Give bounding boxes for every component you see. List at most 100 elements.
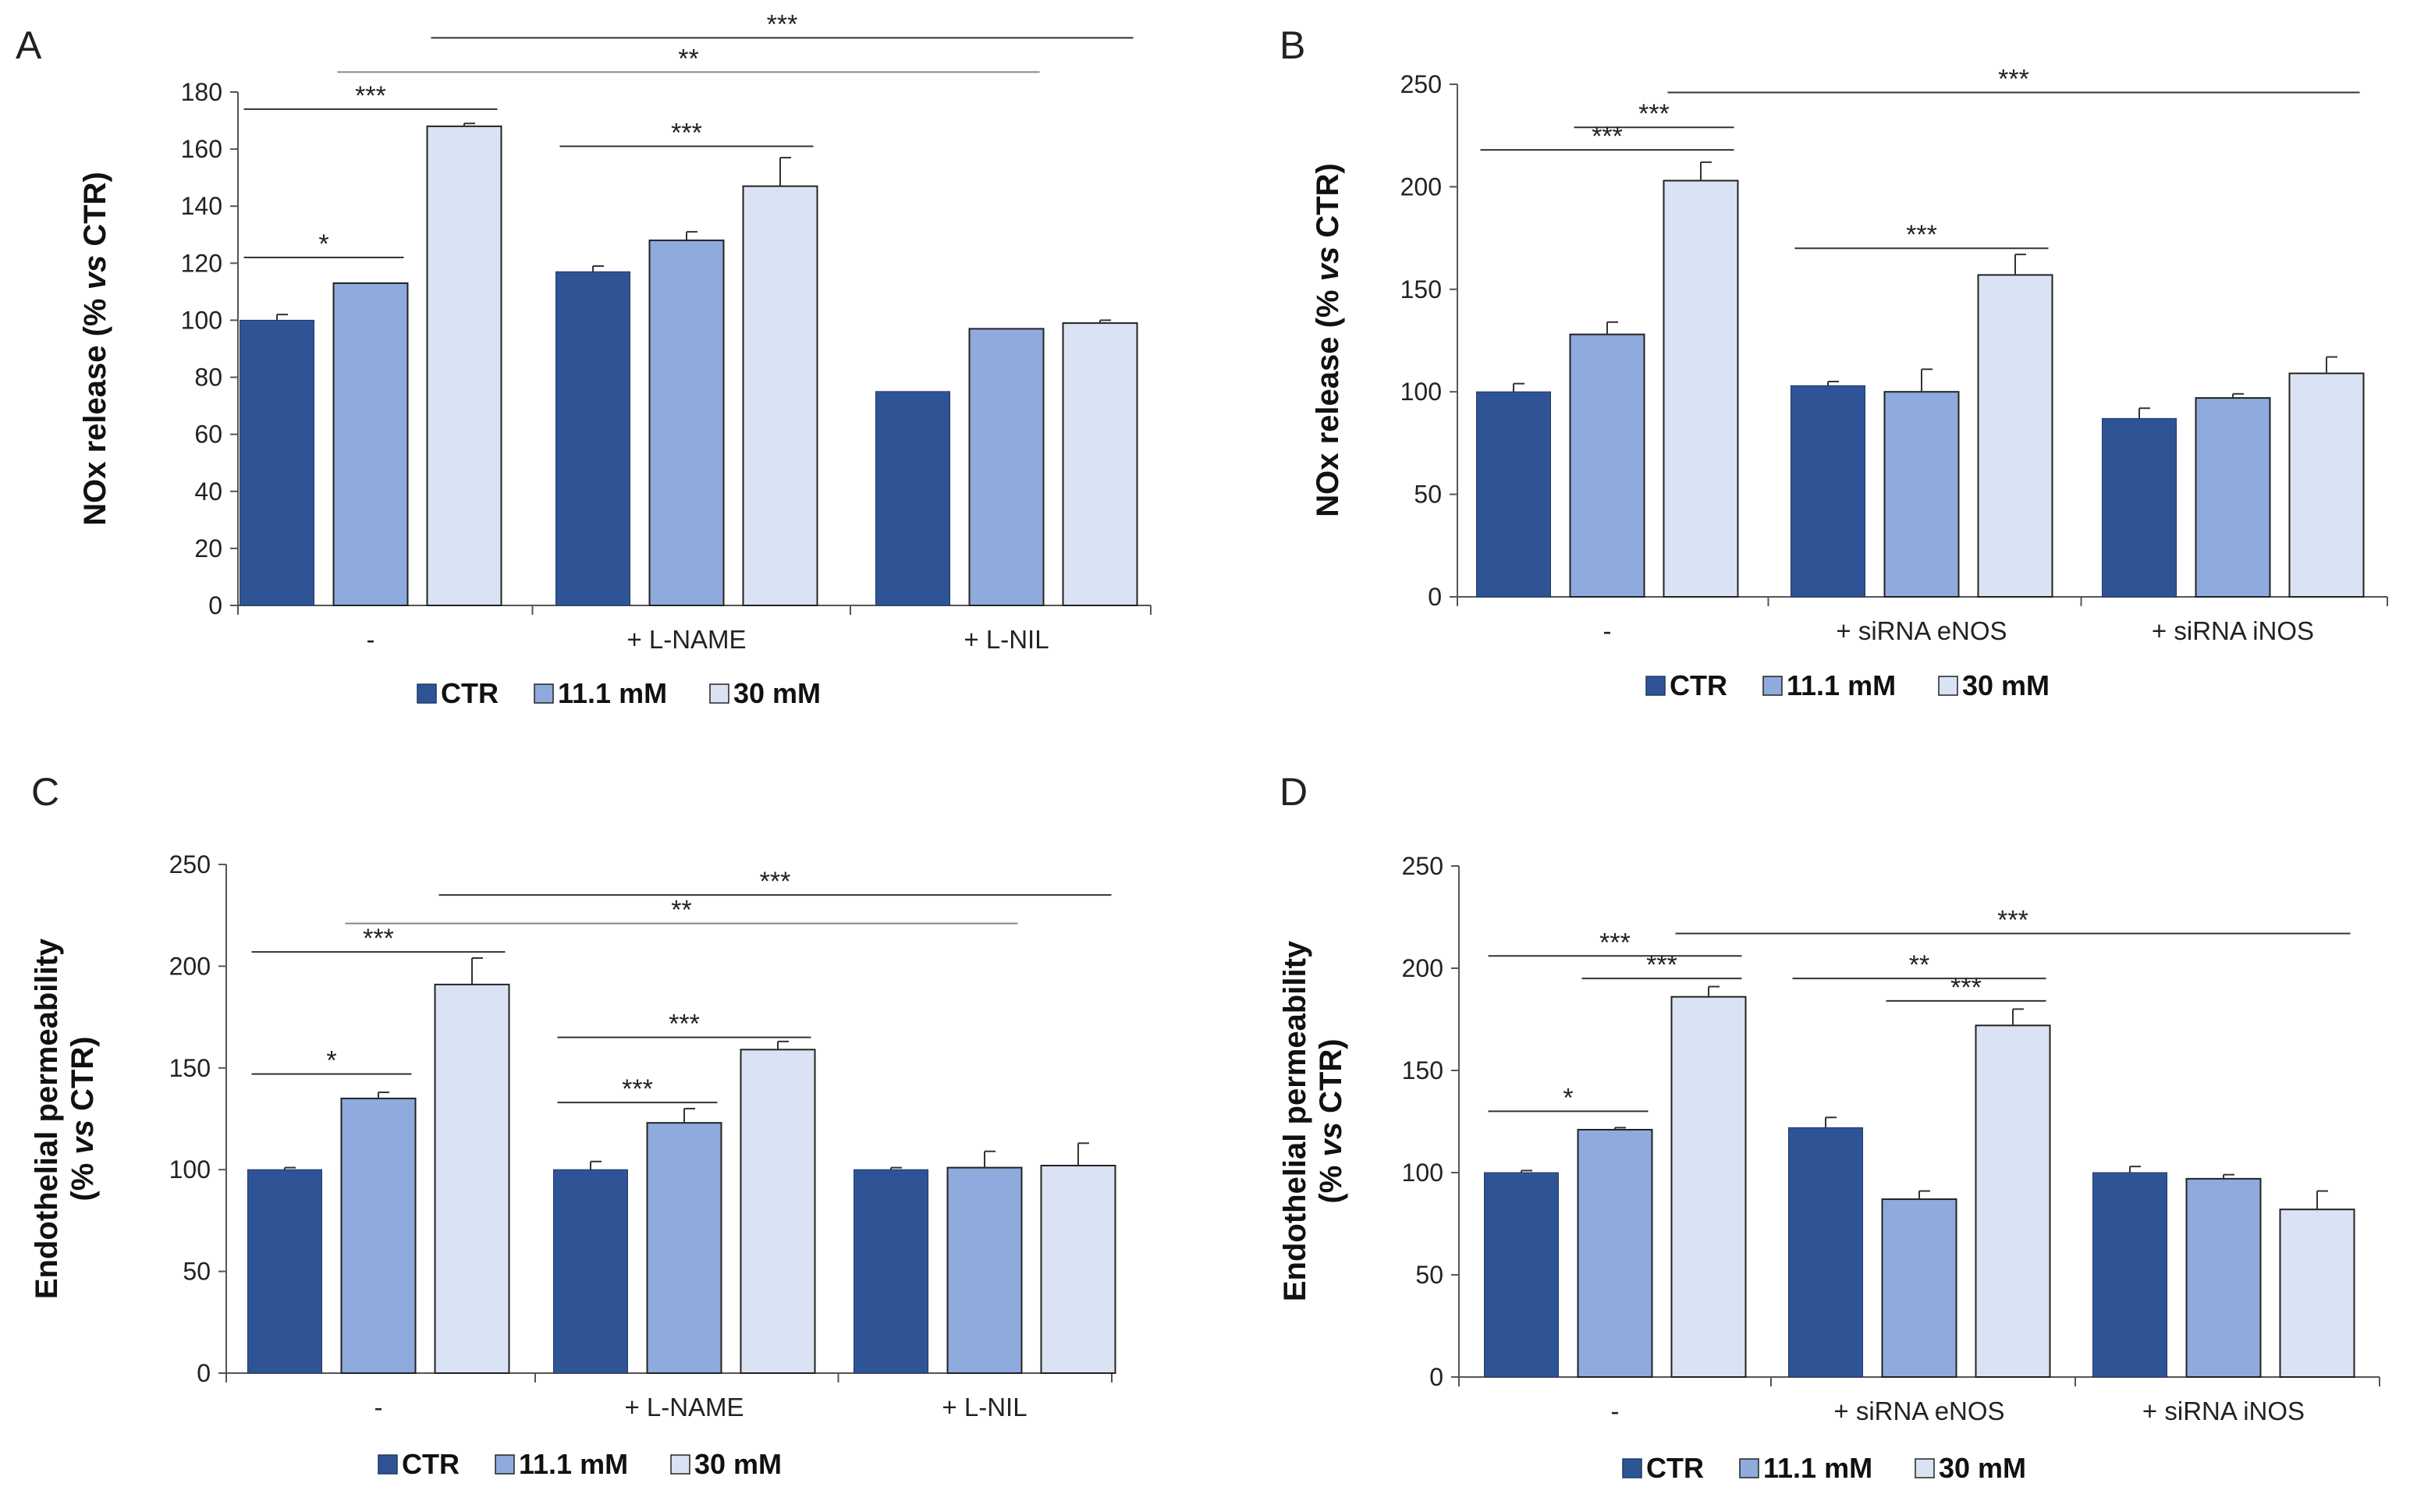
y-tick-label: 120 (181, 249, 222, 277)
bar-111mm (332, 282, 409, 606)
significance-label: *** (671, 118, 702, 147)
bar-30mm (2279, 1209, 2355, 1379)
significance-label: *** (1950, 973, 1982, 1003)
bar-30mm (1977, 274, 2053, 598)
significance-label: *** (1906, 220, 1937, 250)
significance-label: *** (622, 1074, 653, 1104)
panel-letter: B (1279, 23, 1305, 67)
y-axis-label-line1: Endothelial permeability (30, 938, 64, 1299)
y-axis-label: NOx release (% vs CTR) (78, 172, 112, 526)
significance-label: *** (767, 10, 798, 40)
y-tick-label: 200 (1402, 954, 1443, 982)
y-axis-label-part: CTR) (78, 172, 112, 255)
y-tick-label: 60 (194, 421, 222, 449)
bar-111mm (1577, 1128, 1653, 1378)
legend-swatch (1762, 676, 1783, 696)
x-category-label: - (374, 1393, 383, 1421)
y-axis-label-part: CTR) (1311, 163, 1345, 247)
y-axis-label-part: NOx release (% (1311, 281, 1345, 516)
legend-label: CTR (1670, 669, 1727, 701)
chart-panel-D: D 0 50 100 150 200 250 Endothelial permeability… (1278, 770, 2380, 1484)
legend-swatch (670, 1454, 690, 1475)
bar-111mm (968, 328, 1045, 606)
y-tick-label: 0 (1429, 1363, 1443, 1391)
y-axis-label-part: vs (1314, 1122, 1348, 1157)
bar-111mm (2185, 1177, 2262, 1378)
y-tick-label: 80 (194, 364, 222, 392)
bar-ctr (247, 1169, 322, 1374)
significance-label: *** (355, 81, 386, 111)
legend-label: 30 mM (1939, 1452, 2026, 1484)
legend-label: 30 mM (1962, 669, 2050, 701)
bar-111mm (1883, 391, 1960, 598)
y-axis-label: Endothelial permeability(% vs CTR) (1278, 940, 1348, 1301)
bar-111mm (646, 1122, 722, 1374)
y-tick-label: 160 (181, 135, 222, 163)
legend-label: CTR (402, 1448, 460, 1480)
legend-label: 30 mM (733, 677, 821, 709)
legend-swatch (534, 683, 554, 704)
y-tick-label: 0 (197, 1359, 211, 1387)
bar-ctr (875, 391, 950, 606)
bar-30mm (434, 983, 510, 1374)
y-tick-label: 40 (194, 477, 222, 506)
significance-label: * (326, 1046, 336, 1076)
y-tick-label: 100 (1400, 378, 1442, 406)
significance-label: *** (669, 1010, 700, 1039)
y-tick-label: 100 (1402, 1159, 1443, 1187)
bar-30mm (426, 125, 502, 607)
x-category-label: + L-NAME (624, 1393, 744, 1421)
legend-label: CTR (441, 677, 499, 709)
bar-ctr (553, 1169, 628, 1374)
y-axis-label-part: (% (66, 1155, 100, 1201)
y-tick-label: 180 (181, 78, 222, 106)
bar-111mm (2195, 397, 2271, 598)
bar-30mm (1062, 322, 1138, 606)
y-tick-label: 0 (1428, 583, 1442, 611)
y-tick-label: 150 (1400, 275, 1442, 303)
bar-ctr (1791, 385, 1865, 598)
bar-111mm (1881, 1198, 1957, 1379)
x-category-label: + L-NIL (964, 625, 1049, 654)
y-tick-label: 250 (1402, 852, 1443, 880)
legend-label: 30 mM (694, 1448, 782, 1480)
significance-label: *** (760, 867, 791, 896)
y-axis-label-line1: Endothelial permeability (1278, 940, 1312, 1301)
bar-30mm (740, 1049, 816, 1374)
y-tick-label: 50 (1414, 481, 1442, 509)
y-tick-label: 250 (1400, 70, 1442, 98)
significance-label: * (1563, 1083, 1573, 1113)
significance-label: *** (1599, 928, 1631, 957)
y-axis-label-part: NOx release (% (78, 289, 112, 525)
y-tick-label: 50 (183, 1258, 211, 1286)
y-axis-label: NOx release (% vs CTR) (1311, 163, 1345, 517)
bar-30mm (2288, 372, 2365, 598)
legend-swatch (378, 1454, 398, 1475)
y-tick-label: 150 (169, 1054, 211, 1082)
bar-ctr (1484, 1172, 1559, 1378)
y-axis-label-part: CTR) (66, 1036, 100, 1120)
panel-letter: A (16, 23, 42, 67)
y-tick-label: 250 (169, 850, 211, 878)
significance-label: ** (1909, 950, 1929, 980)
y-tick-label: 20 (194, 534, 222, 563)
legend-label: 11.1 mM (558, 677, 667, 709)
bar-111mm (1569, 333, 1645, 598)
y-axis-label-part: (% (1314, 1157, 1348, 1204)
legend-label: 11.1 mM (519, 1448, 628, 1480)
bar-ctr (1476, 391, 1551, 598)
x-category-label: - (1611, 1397, 1620, 1425)
bar-111mm (648, 240, 725, 606)
y-tick-label: 200 (1400, 172, 1442, 201)
legend-swatch (495, 1454, 515, 1475)
y-tick-label: 100 (169, 1155, 211, 1184)
bar-30mm (1663, 179, 1739, 598)
x-category-label: + siRNA iNOS (2142, 1397, 2305, 1425)
y-axis-label-part: vs (1311, 247, 1345, 282)
legend-swatch (709, 683, 729, 704)
x-category-label: + L-NAME (626, 625, 746, 654)
y-tick-label: 50 (1415, 1261, 1443, 1289)
bar-30mm (1975, 1024, 2051, 1378)
x-category-label: + L-NIL (942, 1393, 1027, 1421)
